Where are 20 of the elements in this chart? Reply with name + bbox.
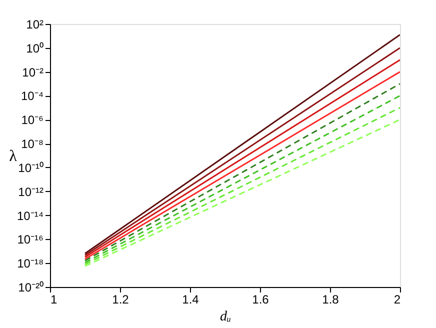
x-tick-label: 1.2 (112, 292, 130, 306)
y-tick-label: 10⁻⁶ (21, 113, 44, 128)
y-tick-label: 10⁻¹⁶ (17, 232, 44, 247)
x-tick-label: 1 (50, 292, 58, 306)
x-tick-label: 2 (394, 292, 401, 306)
y-tick-label: 10⁻¹⁴ (17, 208, 44, 223)
x-tick-label: 1.6 (252, 292, 270, 306)
y-tick-label: 10⁻⁸ (21, 137, 44, 152)
x-tick-label: 1.4 (182, 292, 200, 306)
y-tick-label: 10⁻⁴ (20, 89, 44, 104)
y-tick-label: 10⁻²⁰ (18, 280, 44, 294)
y-tick-label: 10⁰ (26, 41, 44, 56)
x-tick-label: 1.8 (322, 292, 340, 306)
y-tick-label: 10⁻¹² (18, 184, 44, 199)
y-tick-label: 10⁻² (22, 65, 44, 80)
y-axis-title: λ (9, 148, 18, 165)
x-axis-title: dᵤ (220, 310, 232, 324)
y-tick-label: 10⁻¹⁰ (18, 160, 44, 175)
y-tick-label: 10² (26, 18, 44, 32)
y-tick-label: 10⁻¹⁸ (17, 256, 44, 271)
